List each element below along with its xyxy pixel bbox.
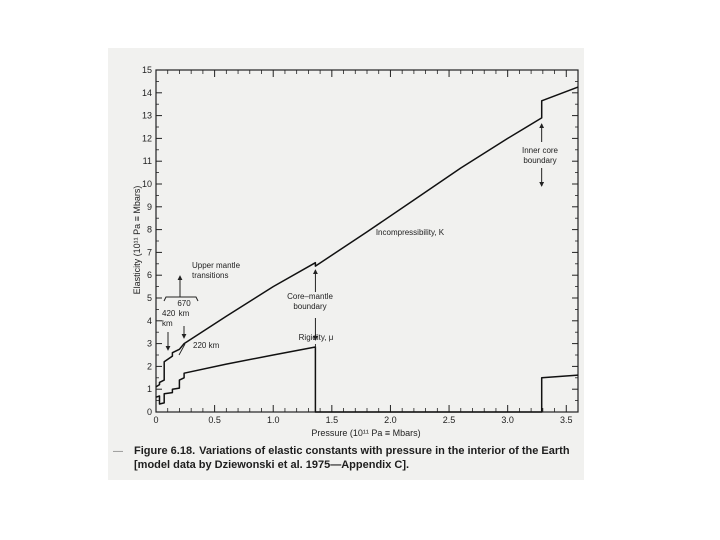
y-tick-label-11: 11 [143, 156, 152, 166]
mu-label-label-line: Rigidity, μ [299, 333, 334, 342]
k-label-label-line: Incompressibility, K [376, 228, 445, 237]
cmb-label-line: boundary [293, 302, 326, 311]
inner-core-label: Inner core boundary [522, 146, 559, 165]
y-tick-label-3: 3 [147, 339, 152, 349]
km220-label-line: 220 km [193, 341, 220, 350]
x-tick-label-1.0: 1.0 [267, 415, 280, 425]
inner-core-label-line: boundary [523, 156, 556, 165]
annotation-arrows [163, 123, 545, 356]
x-tick-label-0: 0 [153, 415, 158, 425]
y-tick-label-5: 5 [147, 293, 152, 303]
y-tick-label-1: 1 [147, 384, 152, 394]
series-lines [155, 86, 579, 413]
plot-frame [155, 69, 579, 413]
y-tick-label-0: 0 [147, 407, 152, 417]
upper-mantle-bracket [163, 296, 199, 302]
x-tick-label-1.5: 1.5 [326, 415, 339, 425]
margin-mark: — [113, 446, 123, 457]
y-tick-label-2: 2 [147, 361, 152, 371]
km420-label: 420 km [162, 309, 176, 328]
km670-label-line: km [179, 309, 190, 318]
y-tick-label-10: 10 [142, 179, 152, 189]
km670-label: 670 km [177, 299, 191, 318]
upper-mantle-label-line: transitions [192, 271, 228, 280]
y-tick-label-9: 9 [147, 202, 152, 212]
y-tick-label-7: 7 [147, 247, 152, 257]
cmb-label: Core–mantle boundary [287, 292, 333, 311]
figure-label: Figure 6.18. [134, 445, 196, 457]
inner-core-label-line: Inner core [522, 146, 559, 155]
scanned-page [108, 48, 584, 480]
km420-label-line: 420 [162, 309, 176, 318]
cmb-label-line: Core–mantle [287, 292, 333, 301]
y-tick-label-14: 14 [142, 88, 152, 98]
x-tick-label-3.5: 3.5 [560, 415, 573, 425]
upper-mantle-label-line: Upper mantle [192, 261, 241, 270]
km220-label: 220 km [193, 341, 220, 350]
x-tick-label-2.5: 2.5 [443, 415, 456, 425]
x-tick-label-2.0: 2.0 [384, 415, 397, 425]
y-tick-label-12: 12 [142, 133, 152, 143]
y-tick-label-13: 13 [142, 111, 152, 121]
x-tick-label-3.0: 3.0 [501, 415, 514, 425]
caption-text: Variations of elastic constants with pre… [134, 445, 570, 471]
upper-mantle-label: Upper mantle transitions [192, 261, 241, 280]
km420-label-line: km [162, 319, 173, 328]
mu-label-label: Rigidity, μ [299, 333, 334, 342]
y-axis-label: Elasticity (10¹¹ Pa ≡ Mbars) [132, 186, 142, 295]
incompressibility-line [155, 86, 579, 388]
y-tick-label-15: 15 [142, 65, 152, 75]
x-tick-label-0.5: 0.5 [208, 415, 221, 425]
rigidity-line [155, 346, 579, 413]
plot-border [155, 69, 579, 413]
k-label-label: Incompressibility, K [376, 228, 445, 237]
km220-leader [178, 343, 186, 356]
y-tick-label-8: 8 [147, 225, 152, 235]
y-tick-label-4: 4 [147, 316, 152, 326]
figure-caption: Figure 6.18. Variations of elastic consta… [134, 444, 584, 472]
y-tick-label-6: 6 [147, 270, 152, 280]
x-axis-label: Pressure (10¹¹ Pa ≡ Mbars) [311, 428, 420, 438]
km670-label-line: 670 [177, 299, 191, 308]
